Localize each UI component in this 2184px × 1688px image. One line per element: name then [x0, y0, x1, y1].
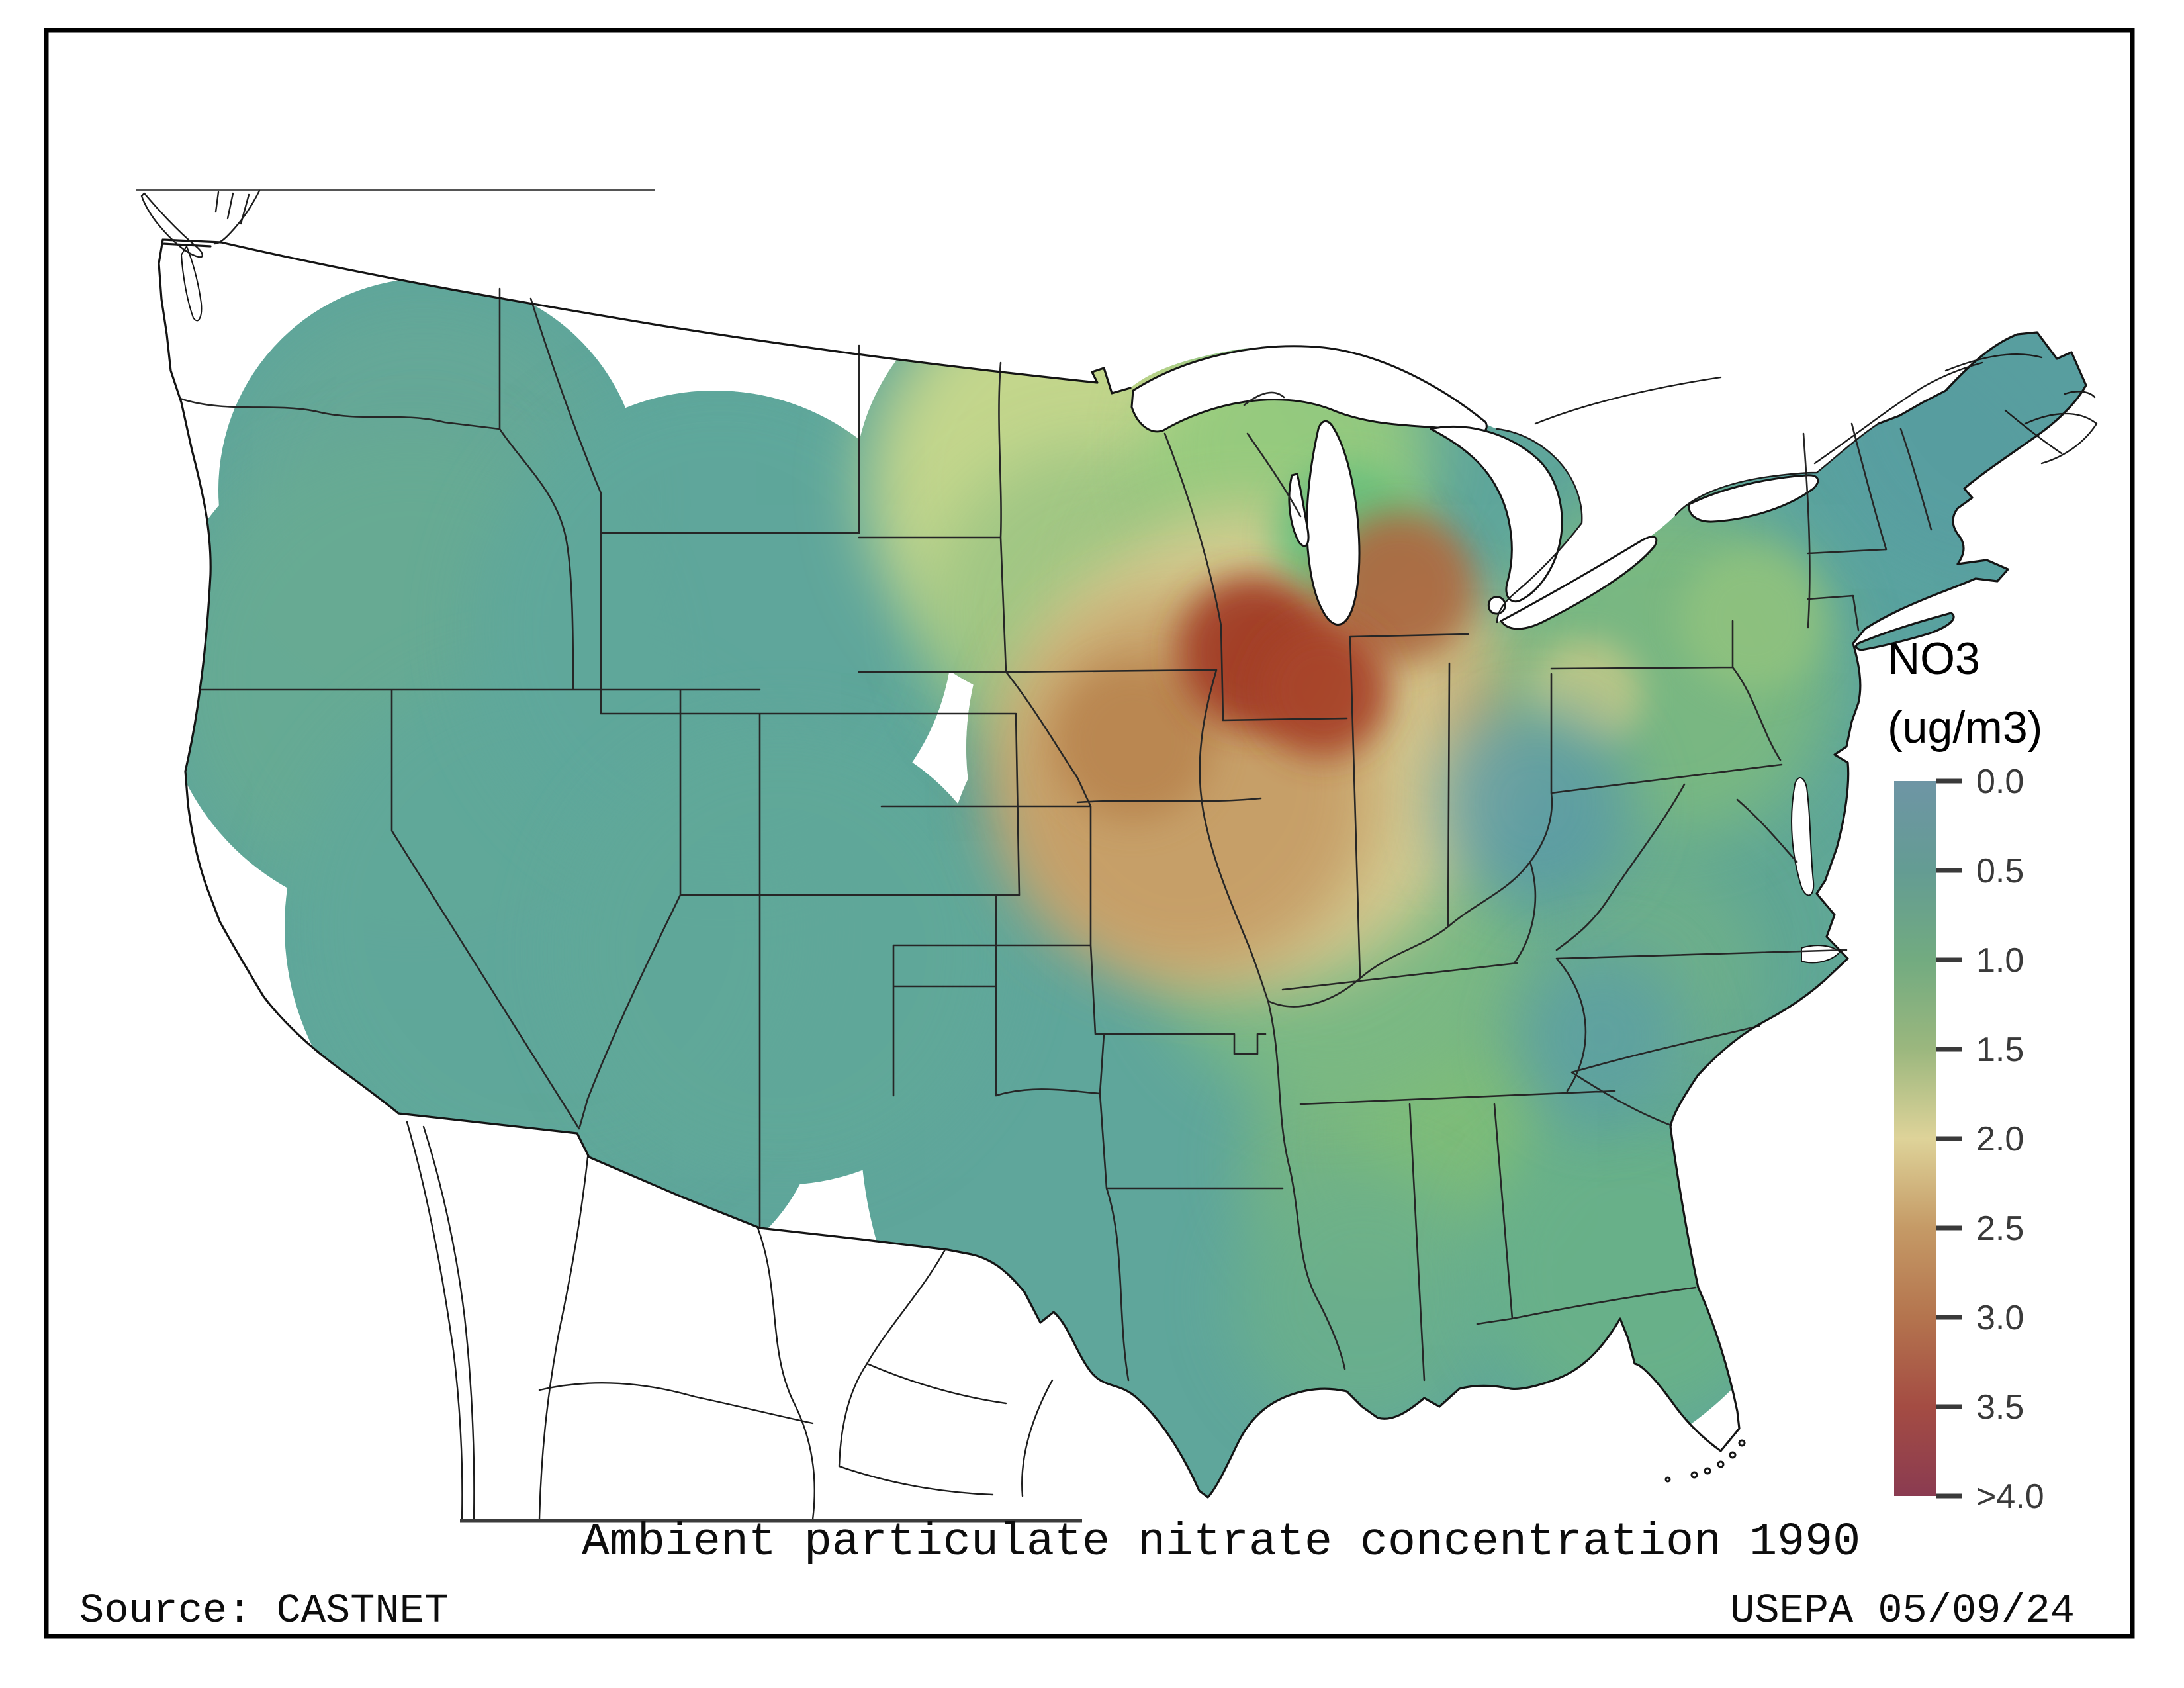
- legend-tick-label: 0.5: [1976, 852, 2024, 890]
- surface-blob: [1680, 546, 1825, 692]
- mexico-state-lines: [538, 1227, 1054, 1521]
- baja-california: [406, 1121, 475, 1521]
- legend-colorbar: [1894, 781, 1936, 1496]
- legend-tick-label: 1.5: [1976, 1031, 2024, 1069]
- puget-sound: [181, 246, 203, 322]
- ontario-shore: [1496, 376, 1880, 624]
- legend: NO3 (ug/m3) 0.0 0.5 1.0 1.5 2.0 2.5 3.0 3.5 >4.0: [1888, 633, 2044, 1516]
- us-outline: [158, 238, 2087, 1499]
- surface-blob: [1231, 1165, 1496, 1430]
- legend-tick-label: >4.0: [1976, 1477, 2044, 1516]
- legend-unit: (ug/m3): [1888, 702, 2042, 753]
- green-bay: [1288, 473, 1310, 547]
- source-caption: Source: CASTNET: [79, 1587, 449, 1634]
- surface-blob: [1516, 950, 1688, 1122]
- legend-tick-label: 1.0: [1976, 941, 2024, 980]
- maritimes-coast: [1944, 353, 2098, 465]
- legend-tick-label: 2.0: [1976, 1120, 2024, 1158]
- legend-tick-label: 2.5: [1976, 1209, 2024, 1248]
- legend-ticks: 0.0 0.5 1.0 1.5 2.0 2.5 3.0 3.5 >4.0: [1936, 763, 2044, 1516]
- chesapeake-bay: [1791, 777, 1815, 896]
- surface-blob: [1257, 624, 1390, 756]
- surface-blob: [1436, 705, 1635, 904]
- bc-coast: [213, 189, 261, 245]
- surface-blob: [1054, 662, 1212, 821]
- legend-title: NO3: [1888, 633, 1980, 684]
- lake-ontario: [1688, 474, 1819, 523]
- agency-date-caption: USEPA 05/09/24: [1730, 1587, 2075, 1634]
- st-lawrence-north-bank: [1813, 361, 1983, 465]
- legend-tick-label: 3.0: [1976, 1299, 2024, 1337]
- canada-outlines: [136, 189, 2098, 624]
- map-title: Ambient particulate nitrate concentratio…: [582, 1517, 1860, 1569]
- sonora-coast: [538, 1156, 589, 1521]
- figure-border: [44, 28, 2135, 1639]
- legend-tick-label: 3.5: [1976, 1388, 2024, 1427]
- surface-blob: [1820, 240, 2086, 576]
- lake-huron: [1430, 425, 1563, 603]
- lake-erie: [1500, 536, 1658, 630]
- mexico-outlines: [406, 1121, 1082, 1523]
- state-boundaries: [179, 287, 1933, 1382]
- surface-blob: [1324, 512, 1476, 664]
- legend-tick-label: 0.0: [1976, 763, 2024, 801]
- vancouver-island: [140, 192, 203, 258]
- surface-blob: [1476, 1112, 1794, 1430]
- great-lakes: [1130, 345, 1819, 630]
- florida-keys: [1664, 1439, 1746, 1483]
- surface-blob: [556, 728, 1006, 1178]
